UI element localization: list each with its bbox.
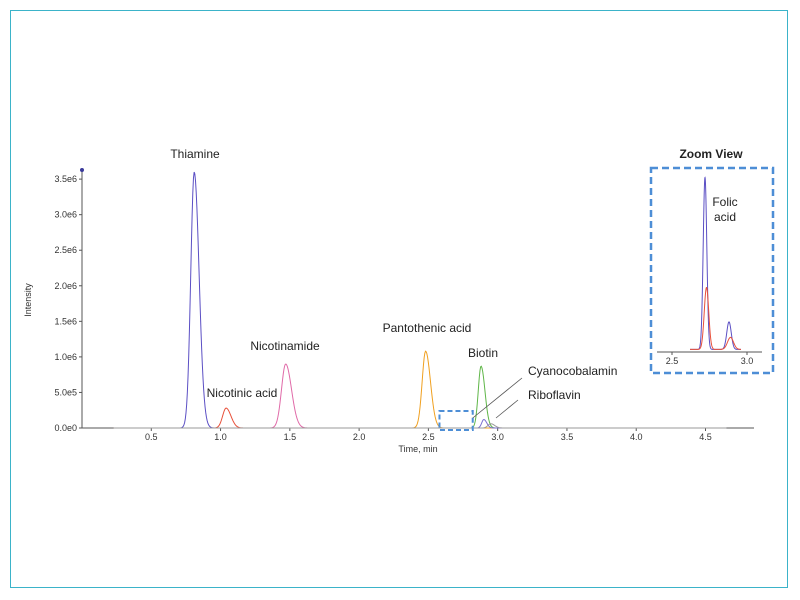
peak-label: Nicotinic acid <box>207 386 278 400</box>
x-tick-label: 2.0 <box>353 432 366 442</box>
zoom-series-line <box>690 286 741 350</box>
x-tick-label: 3.5 <box>561 432 574 442</box>
zoom-region-box <box>438 410 474 431</box>
figure-frame <box>10 10 788 588</box>
annotation-leader-line <box>472 377 523 419</box>
zoom-x-tick-label: 2.5 <box>666 356 679 366</box>
x-axis-title: Time, min <box>398 444 437 454</box>
x-tick-label: 3.0 <box>491 432 504 442</box>
x-tick-label: 2.5 <box>422 432 435 442</box>
annotation-leader-line <box>495 399 519 419</box>
y-tick-label: 1.5e6 <box>54 316 77 326</box>
peak-label: Pantothenic acid <box>383 321 472 335</box>
y-tick-label: 0.0e0 <box>54 423 77 433</box>
x-tick-label: 4.0 <box>630 432 643 442</box>
y-tick-label: 5.0e5 <box>54 387 77 397</box>
peak-label: Riboflavin <box>528 388 581 402</box>
y-tick-label: 1.0e6 <box>54 352 77 362</box>
zoom-view-title: Zoom View <box>679 147 743 161</box>
peak-labels: Thiamine Nicotinic acid Nicotinamide Pantot… <box>170 147 617 402</box>
x-tick-label: 0.5 <box>145 432 158 442</box>
main-axes: 0.5 1.0 1.5 2.0 2.5 3.0 3.5 4.0 4.5 0.0e0 5.0e5 1.0… <box>23 168 754 454</box>
peak-label: Thiamine <box>170 147 220 161</box>
y-tick-label: 3.0e6 <box>54 210 77 220</box>
series-line <box>113 423 727 429</box>
peak-label: Cyanocobalamin <box>528 364 617 378</box>
axis-marker-dot <box>80 168 84 172</box>
y-tick-label: 2.0e6 <box>54 281 77 291</box>
peak-label: Nicotinamide <box>250 339 320 353</box>
zoom-view-box <box>649 166 775 375</box>
y-tick-label: 2.5e6 <box>54 245 77 255</box>
zoom-view-inset: Zoom View 2.5 3.0 Folic acid <box>649 147 775 375</box>
x-tick-label: 1.5 <box>284 432 297 442</box>
zoom-peak-label: Folic acid <box>712 195 737 224</box>
y-tick-label: 3.5e6 <box>54 174 77 184</box>
series-line <box>113 418 727 429</box>
peak-label: Biotin <box>468 346 498 360</box>
x-tick-label: 4.5 <box>699 432 712 442</box>
x-tick-label: 1.0 <box>214 432 227 442</box>
main-series <box>113 171 727 431</box>
y-axis-title: Intensity <box>23 283 33 317</box>
zoom-x-tick-label: 3.0 <box>741 356 754 366</box>
